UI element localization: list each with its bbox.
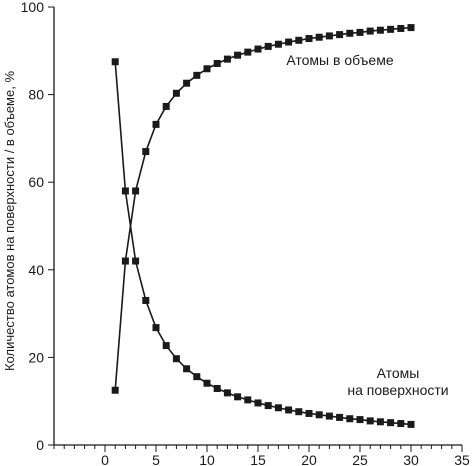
data-point	[244, 48, 252, 56]
y-tick-label: 40	[28, 262, 44, 278]
data-point	[162, 342, 170, 350]
data-point	[193, 71, 201, 79]
annotation-label: Атомы	[377, 365, 420, 381]
data-point	[376, 26, 384, 34]
data-point	[295, 408, 303, 416]
data-point	[203, 379, 211, 387]
data-point	[142, 148, 150, 156]
data-point	[264, 402, 272, 410]
series-line	[114, 26, 412, 391]
data-point	[121, 187, 129, 195]
data-point	[366, 27, 374, 35]
data-point	[162, 102, 170, 110]
data-point	[132, 257, 140, 265]
data-point	[223, 389, 231, 397]
data-point	[244, 396, 252, 404]
y-tick-label: 100	[21, 0, 45, 15]
data-point	[213, 60, 221, 68]
data-point	[346, 29, 354, 37]
data-point	[407, 420, 415, 428]
series-1	[111, 58, 415, 428]
data-point	[203, 65, 211, 73]
data-point	[234, 51, 242, 59]
data-point	[336, 413, 344, 421]
series-line	[114, 61, 412, 426]
data-point	[315, 411, 323, 419]
x-tick-label: 5	[152, 452, 160, 466]
data-point	[315, 33, 323, 41]
data-point	[183, 365, 191, 373]
data-point	[152, 324, 160, 332]
x-tick-label: 0	[101, 452, 109, 466]
x-tick-label: 20	[301, 452, 317, 466]
data-point	[305, 35, 313, 43]
data-point	[366, 417, 374, 425]
data-point	[274, 404, 282, 412]
data-point	[346, 415, 354, 423]
x-tick-label: 25	[352, 452, 368, 466]
axes: 0 5 10 15 20 25 30 35 0 20 40 60 80 100	[21, 0, 470, 466]
y-tick-label: 80	[28, 87, 44, 103]
data-point	[305, 409, 313, 417]
annotation-label: Атомы в объеме	[286, 52, 393, 68]
x-tick-label: 35	[454, 452, 470, 466]
data-point	[254, 45, 262, 53]
data-point	[234, 393, 242, 401]
data-point	[193, 373, 201, 381]
data-point	[387, 419, 395, 427]
data-point	[264, 42, 272, 50]
data-point	[254, 399, 262, 407]
series-layer	[111, 24, 415, 428]
data-point	[111, 58, 119, 66]
x-tick-label: 10	[199, 452, 215, 466]
annotation-label: на поверхности	[347, 382, 448, 398]
data-point	[274, 40, 282, 48]
data-point	[285, 406, 293, 414]
data-point	[376, 418, 384, 426]
data-point	[397, 420, 405, 428]
data-point	[325, 412, 333, 420]
data-point	[121, 257, 129, 265]
data-point	[132, 187, 140, 195]
data-point	[142, 296, 150, 304]
data-point	[397, 24, 405, 32]
data-point	[183, 79, 191, 87]
y-axis-title: Количество атомов на поверхности / в объ…	[2, 71, 17, 371]
data-point	[336, 31, 344, 39]
x-tick-label: 30	[403, 452, 419, 466]
data-point	[407, 24, 415, 32]
data-point	[387, 25, 395, 33]
y-tick-label: 0	[36, 437, 44, 453]
series-0	[111, 24, 415, 394]
data-point	[152, 120, 160, 128]
y-tick-label: 20	[28, 349, 44, 365]
data-point	[172, 355, 180, 363]
data-point	[285, 38, 293, 46]
data-point	[325, 32, 333, 40]
y-tick-label: 60	[28, 174, 44, 190]
data-point	[172, 89, 180, 97]
data-point	[295, 36, 303, 44]
data-point	[356, 28, 364, 36]
data-point	[356, 416, 364, 424]
x-tick-label: 15	[250, 452, 266, 466]
data-point	[111, 386, 119, 394]
data-point	[223, 55, 231, 63]
data-point	[213, 384, 221, 392]
